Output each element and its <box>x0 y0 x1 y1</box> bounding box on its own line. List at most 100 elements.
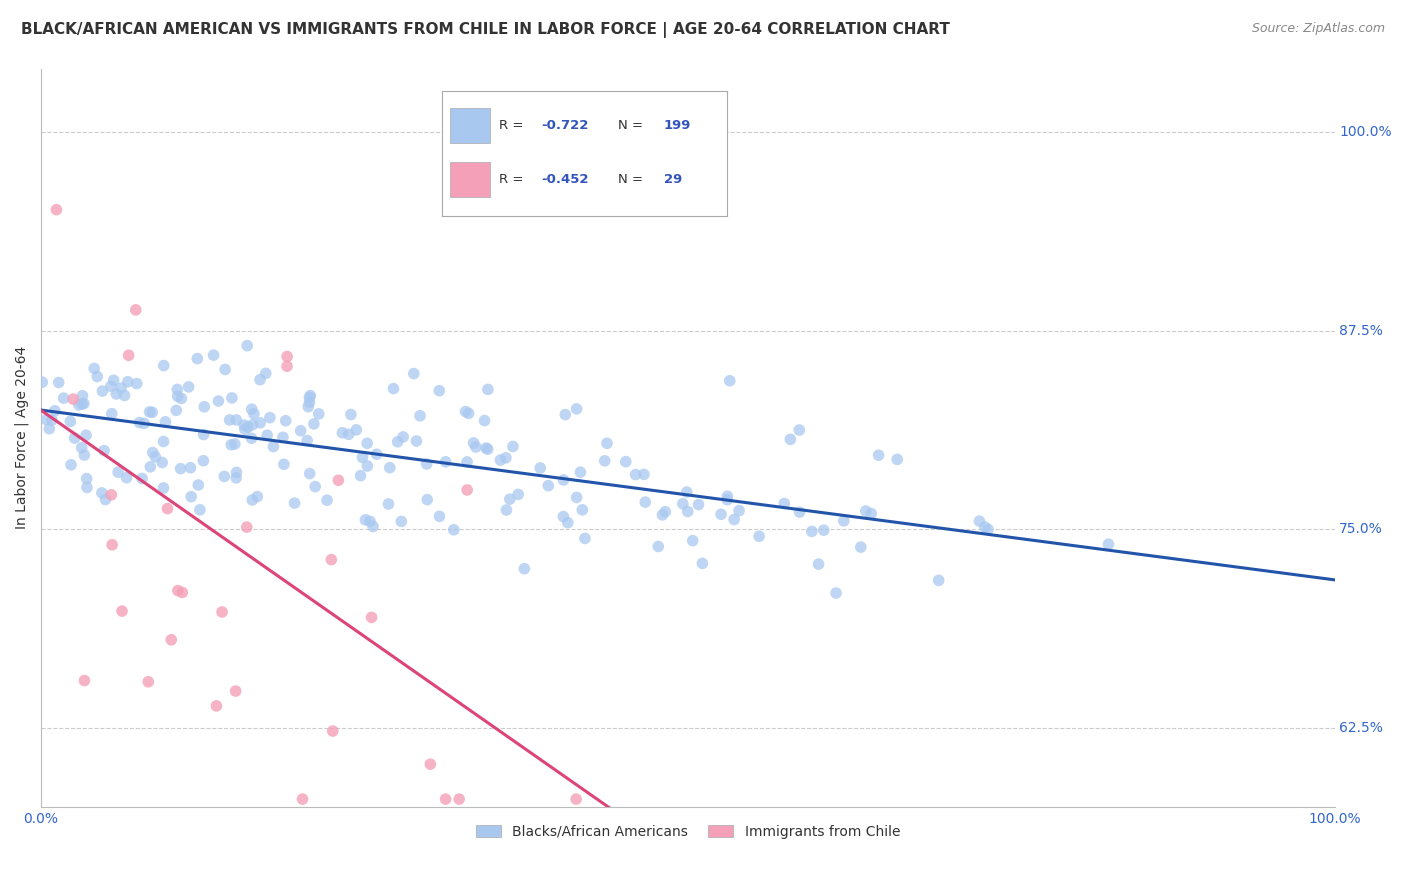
Point <box>219 438 242 452</box>
Point <box>62 392 84 406</box>
Point <box>75 428 97 442</box>
Point <box>624 467 647 482</box>
Point <box>647 540 669 554</box>
Point <box>70 441 93 455</box>
Point <box>100 488 122 502</box>
Point <box>111 604 134 618</box>
Point <box>38 422 60 436</box>
Point <box>354 513 377 527</box>
Point <box>295 434 318 448</box>
Point <box>179 460 201 475</box>
Point <box>246 490 269 504</box>
Point <box>63 431 86 445</box>
Point <box>225 684 247 698</box>
Point <box>361 519 384 533</box>
Point <box>31 375 53 389</box>
Point <box>276 359 298 374</box>
Text: 75.0%: 75.0% <box>1339 522 1382 536</box>
Point <box>807 557 830 571</box>
Point <box>225 413 247 427</box>
Point <box>849 540 872 554</box>
Point <box>716 489 738 503</box>
Point <box>477 442 499 457</box>
Point <box>274 414 297 428</box>
Point <box>789 505 811 519</box>
Point <box>356 458 378 473</box>
Point <box>513 562 536 576</box>
Point <box>474 413 496 427</box>
Point <box>93 443 115 458</box>
Point <box>477 383 499 397</box>
Point <box>419 757 441 772</box>
Point <box>59 414 82 428</box>
Point <box>405 434 427 448</box>
Point <box>214 362 236 376</box>
Point <box>554 408 576 422</box>
Point <box>156 501 179 516</box>
Point <box>457 406 479 420</box>
Point <box>73 673 96 688</box>
Point <box>340 408 363 422</box>
Point <box>337 427 360 442</box>
Point <box>152 359 174 373</box>
Point <box>928 574 950 588</box>
Point <box>180 490 202 504</box>
Point <box>332 425 354 440</box>
Point <box>72 389 94 403</box>
Point <box>86 369 108 384</box>
Point <box>454 404 477 418</box>
Point <box>569 465 592 479</box>
Point <box>565 491 588 505</box>
Point <box>225 466 247 480</box>
Point <box>973 520 995 534</box>
Point <box>186 351 208 366</box>
Point <box>596 436 619 450</box>
Point <box>224 437 246 451</box>
Point <box>593 454 616 468</box>
Point <box>73 448 96 462</box>
Point <box>188 503 211 517</box>
Point <box>187 478 209 492</box>
Point <box>499 492 522 507</box>
Point <box>73 396 96 410</box>
Point <box>291 792 314 806</box>
Point <box>262 440 284 454</box>
Point <box>321 552 343 566</box>
Point <box>100 407 122 421</box>
Point <box>134 417 156 431</box>
Point <box>254 367 277 381</box>
Point <box>221 391 243 405</box>
Point <box>672 497 695 511</box>
Point <box>366 447 388 461</box>
Text: Source: ZipAtlas.com: Source: ZipAtlas.com <box>1251 22 1385 36</box>
Point <box>115 471 138 485</box>
Point <box>868 448 890 462</box>
Point <box>557 516 579 530</box>
Point <box>136 674 159 689</box>
Point <box>773 496 796 510</box>
Point <box>298 391 321 405</box>
Point <box>886 452 908 467</box>
Point <box>271 430 294 444</box>
Point <box>682 533 704 548</box>
Point <box>139 459 162 474</box>
Point <box>676 505 699 519</box>
Point <box>1097 537 1119 551</box>
Point <box>832 514 855 528</box>
Point <box>571 503 593 517</box>
Point <box>787 423 810 437</box>
Point <box>299 389 322 403</box>
Point <box>118 348 141 362</box>
Point <box>389 515 412 529</box>
Point <box>240 431 263 445</box>
Point <box>427 384 450 398</box>
Point <box>169 461 191 475</box>
Point <box>825 586 848 600</box>
Point <box>94 492 117 507</box>
Point <box>328 473 350 487</box>
Point <box>211 605 233 619</box>
Point <box>443 523 465 537</box>
Point <box>193 454 215 468</box>
Point <box>177 380 200 394</box>
Point <box>415 457 437 471</box>
